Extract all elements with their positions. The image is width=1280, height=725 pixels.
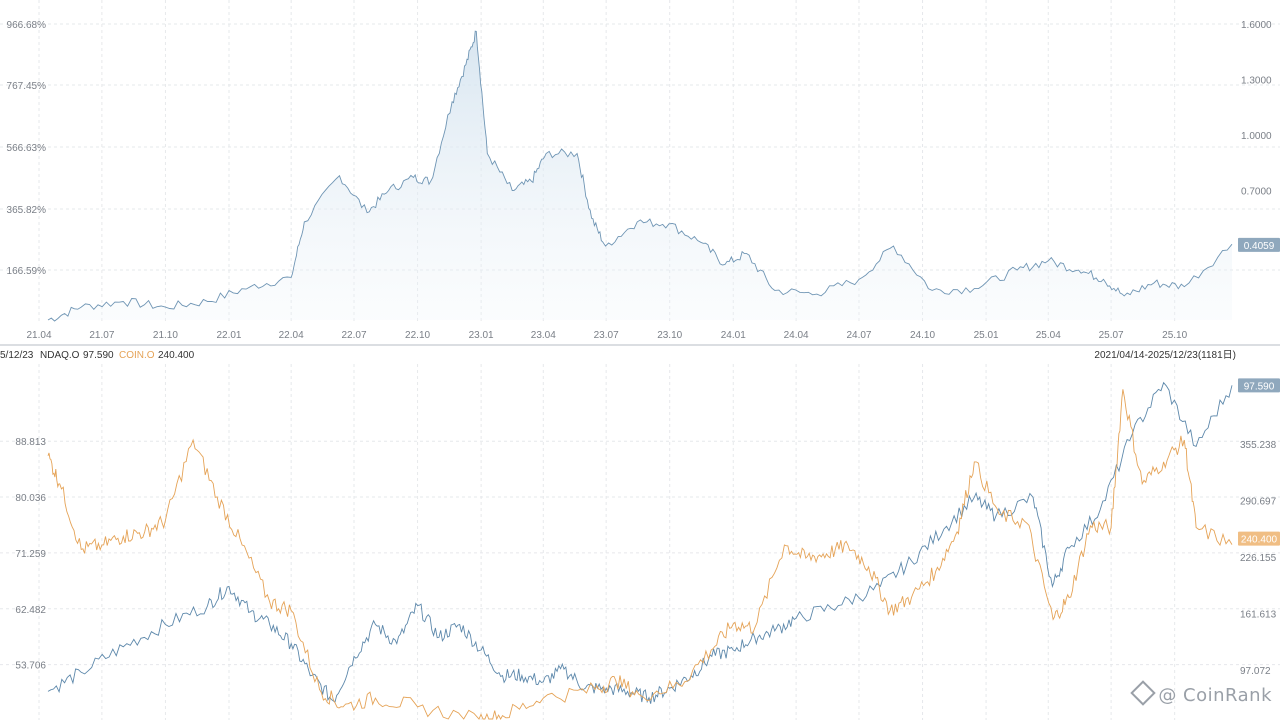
- top-x-tick-label: 21.07: [89, 330, 114, 341]
- bottom-left-tick-label: 88.813: [15, 437, 46, 448]
- top-x-tick-label: 23.10: [657, 330, 682, 341]
- ratio-area-fill: [48, 31, 1232, 321]
- top-x-tick-label: 21.04: [27, 330, 52, 341]
- bottom-left-tick-label: 80.036: [15, 493, 46, 504]
- bottom-right-tick-label: 161.613: [1240, 610, 1277, 621]
- header-ndaq-value: 97.590: [83, 350, 114, 361]
- top-right-tick-label: 1.3000: [1241, 76, 1272, 87]
- ndaq-last-badge: 97.590: [1238, 378, 1280, 393]
- top-right-axis-labels: 0.7000 1.0000 1.3000 1.6000: [1241, 20, 1272, 198]
- bottom-left-axis-labels: 53.706 62.482 71.259 80.036 88.813: [15, 437, 46, 671]
- top-x-tick-label: 22.04: [279, 330, 304, 341]
- top-left-tick-label: 166.59%: [7, 266, 47, 277]
- bottom-right-axis-labels: 97.072 161.613 226.155 290.697 355.238: [1240, 440, 1277, 677]
- top-x-tick-label: 24.07: [846, 330, 871, 341]
- top-right-tick-label: 0.7000: [1241, 187, 1272, 198]
- header-date-range: 2021/04/14-2025/12/23(1181日): [1094, 350, 1236, 361]
- ratio-last-badge-bg: [1238, 237, 1280, 252]
- diamond-logo-icon: [1130, 680, 1157, 706]
- top-left-tick-label: 966.68%: [7, 20, 47, 31]
- bottom-left-tick-label: 71.259: [15, 549, 46, 560]
- bottom-left-tick-label: 62.482: [15, 605, 46, 616]
- header-coin-value: 240.400: [158, 350, 195, 361]
- coinrank-watermark: @ CoinRank: [1130, 680, 1272, 706]
- top-x-tick-label: 25.01: [974, 330, 999, 341]
- bottom-right-tick-label: 226.155: [1240, 553, 1277, 564]
- coin-series-line: [47, 389, 1233, 721]
- top-x-tick-label: 23.01: [469, 330, 494, 341]
- watermark-text: @ CoinRank: [1158, 685, 1272, 706]
- ratio-last-badge-text: 0.4059: [1244, 241, 1275, 252]
- top-ratio-area: [47, 30, 1233, 322]
- ndaq-last-badge-bg: [1238, 378, 1280, 393]
- bottom-right-tick-label: 355.238: [1240, 440, 1277, 451]
- header-ndaq-label: NDAQ.O: [40, 350, 80, 361]
- ndaq-last-badge-text: 97.590: [1244, 381, 1275, 392]
- top-x-tick-label: 24.01: [721, 330, 746, 341]
- header-left-date: 5/12/23: [0, 350, 34, 361]
- bottom-left-tick-label: 53.706: [15, 661, 46, 672]
- last-value-badges: 0.4059 97.590 240.400: [1238, 237, 1280, 546]
- top-x-tick-label: 25.10: [1162, 330, 1187, 341]
- ratio-last-badge: 0.4059: [1238, 237, 1280, 252]
- coin-last-badge-bg: [1238, 531, 1280, 546]
- top-x-tick-label: 22.07: [342, 330, 367, 341]
- bottom-right-tick-label: 290.697: [1240, 497, 1277, 508]
- top-x-axis-labels: 21.04 21.07 21.10 22.01 22.04 22.07 22.10 23.01…: [27, 330, 1188, 341]
- top-x-tick-label: 25.04: [1036, 330, 1061, 341]
- top-x-tick-label: 21.10: [153, 330, 178, 341]
- top-left-axis-labels: 166.59% 365.82% 566.63% 767.45% 966.68%: [7, 20, 47, 277]
- ratio-series-line: [47, 30, 1233, 322]
- top-left-tick-label: 365.82%: [7, 205, 47, 216]
- coin-last-badge-text: 240.400: [1241, 535, 1278, 546]
- top-x-tick-label: 22.10: [405, 330, 430, 341]
- top-x-tick-label: 23.07: [594, 330, 619, 341]
- bottom-chart-grid: [0, 364, 1280, 720]
- top-right-tick-label: 1.0000: [1241, 131, 1272, 142]
- bottom-price-lines: [47, 381, 1233, 721]
- top-x-tick-label: 22.01: [216, 330, 241, 341]
- top-left-tick-label: 566.63%: [7, 143, 47, 154]
- top-x-tick-label: 24.10: [910, 330, 935, 341]
- header-coin-label: COIN.O: [119, 350, 155, 361]
- top-right-tick-label: 1.6000: [1241, 20, 1272, 31]
- top-x-tick-label: 24.04: [784, 330, 809, 341]
- coin-last-badge: 240.400: [1238, 531, 1280, 546]
- top-x-tick-label: 23.04: [531, 330, 556, 341]
- top-left-tick-label: 767.45%: [7, 81, 47, 92]
- top-x-tick-label: 25.07: [1099, 330, 1124, 341]
- bottom-right-tick-label: 97.072: [1240, 666, 1271, 677]
- ndaq-series-line: [47, 381, 1233, 704]
